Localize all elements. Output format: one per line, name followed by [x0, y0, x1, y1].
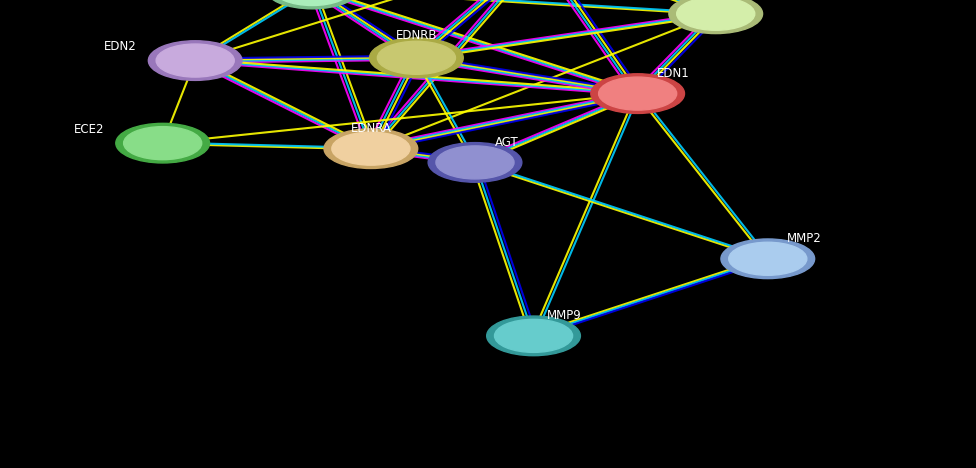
Circle shape [436, 146, 514, 179]
Text: EDNRA: EDNRA [350, 122, 391, 135]
Circle shape [495, 319, 573, 352]
Circle shape [116, 124, 210, 163]
Circle shape [265, 0, 359, 9]
Circle shape [148, 41, 242, 80]
Circle shape [721, 239, 815, 278]
Circle shape [370, 38, 464, 78]
Circle shape [676, 0, 754, 30]
Text: MMP9: MMP9 [547, 309, 582, 322]
Circle shape [124, 127, 202, 160]
Circle shape [273, 0, 351, 6]
Circle shape [428, 143, 522, 182]
Circle shape [598, 77, 676, 110]
Circle shape [378, 41, 456, 74]
Text: EDN1: EDN1 [657, 67, 690, 80]
Text: EDNRB: EDNRB [395, 29, 437, 42]
Circle shape [487, 316, 581, 356]
Text: AGT: AGT [495, 136, 518, 148]
Circle shape [332, 132, 410, 165]
Circle shape [669, 0, 762, 34]
Text: ECE2: ECE2 [73, 123, 104, 136]
Text: MMP2: MMP2 [788, 232, 822, 245]
Circle shape [590, 74, 684, 113]
Circle shape [324, 129, 418, 168]
Text: EDN2: EDN2 [103, 40, 137, 53]
Circle shape [729, 242, 807, 275]
Circle shape [156, 44, 234, 77]
